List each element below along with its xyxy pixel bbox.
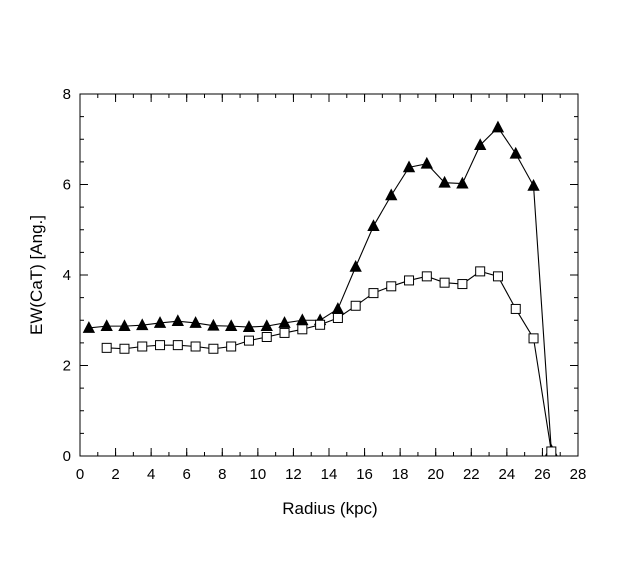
- data-point-triangle: [82, 321, 96, 333]
- x-tick-label: 28: [570, 466, 587, 483]
- series-layer: [82, 120, 558, 457]
- y-tick-label: 0: [63, 448, 71, 465]
- x-tick-label: 14: [321, 466, 338, 483]
- data-point-square: [404, 275, 415, 286]
- data-point-triangle: [171, 314, 184, 327]
- data-point-square: [226, 341, 237, 352]
- data-point-triangle: [367, 219, 380, 232]
- data-point-square: [101, 342, 112, 353]
- data-point-square: [155, 340, 166, 351]
- data-point-triangle: [260, 319, 273, 332]
- x-axis-title: Radius (kpc): [282, 499, 377, 518]
- data-point-triangle: [296, 313, 309, 326]
- data-point-square: [457, 279, 468, 290]
- x-tick-label: 18: [392, 466, 409, 483]
- series-1: [82, 120, 558, 456]
- data-point-triangle: [153, 316, 167, 328]
- data-point-square: [172, 340, 183, 351]
- data-point-triangle: [349, 259, 362, 272]
- data-point-triangle: [278, 316, 291, 328]
- data-point-triangle: [420, 156, 433, 169]
- data-point-triangle: [225, 319, 238, 332]
- y-tick-label: 6: [63, 177, 71, 194]
- x-tick-label: 26: [534, 466, 551, 483]
- data-point-square: [528, 333, 539, 344]
- data-point-square: [190, 341, 201, 352]
- data-point-triangle: [456, 176, 469, 189]
- data-point-triangle: [438, 175, 451, 188]
- y-tick-label: 4: [63, 267, 71, 284]
- data-point-square: [421, 271, 432, 282]
- data-point-triangle: [509, 146, 522, 159]
- data-point-square: [119, 343, 130, 354]
- data-point-triangle: [118, 319, 131, 332]
- x-tick-label: 10: [250, 466, 267, 483]
- x-tick-label: 8: [218, 466, 226, 483]
- x-tick-label: 6: [183, 466, 191, 483]
- data-point-square: [332, 312, 343, 323]
- data-point-triangle: [491, 120, 505, 133]
- plot-frame: [79, 93, 579, 457]
- data-point-square: [243, 335, 254, 346]
- x-tick-label: 12: [285, 466, 302, 483]
- y-tick-label: 2: [63, 358, 71, 375]
- x-tick-label: 20: [427, 466, 444, 483]
- data-point-triangle: [189, 316, 202, 328]
- data-point-square: [510, 303, 521, 314]
- data-point-square: [137, 341, 148, 352]
- series-line: [106, 270, 552, 452]
- data-point-square: [546, 446, 557, 457]
- data-point-triangle: [207, 318, 220, 331]
- x-tick-label: 24: [499, 466, 516, 483]
- data-point-triangle: [136, 318, 149, 331]
- data-point-triangle: [100, 319, 113, 332]
- x-tick-label: 2: [111, 466, 119, 483]
- data-point-square: [475, 266, 486, 277]
- data-point-triangle: [242, 320, 256, 332]
- data-point-triangle: [474, 138, 487, 151]
- data-point-square: [439, 277, 450, 288]
- data-point-triangle: [402, 160, 416, 173]
- data-point-square: [297, 324, 308, 335]
- series-2: [101, 266, 557, 457]
- data-point-triangle: [331, 302, 345, 314]
- data-point-triangle: [527, 178, 540, 191]
- data-point-triangle: [385, 188, 398, 201]
- x-tick-label: 4: [147, 466, 155, 483]
- series-line: [88, 126, 552, 451]
- y-tick-label: 8: [63, 86, 71, 103]
- data-point-square: [492, 271, 503, 282]
- data-point-square: [350, 300, 361, 311]
- data-point-square: [208, 343, 219, 354]
- data-point-square: [315, 319, 326, 330]
- x-tick-label: 22: [463, 466, 480, 483]
- data-point-square: [368, 288, 379, 299]
- y-axis-title: EW(CaT) [Ang.]: [27, 215, 46, 335]
- x-tick-label: 0: [76, 466, 84, 483]
- data-point-square: [261, 331, 272, 342]
- x-tick-label: 16: [356, 466, 373, 483]
- data-point-square: [279, 327, 290, 338]
- data-point-square: [386, 281, 397, 292]
